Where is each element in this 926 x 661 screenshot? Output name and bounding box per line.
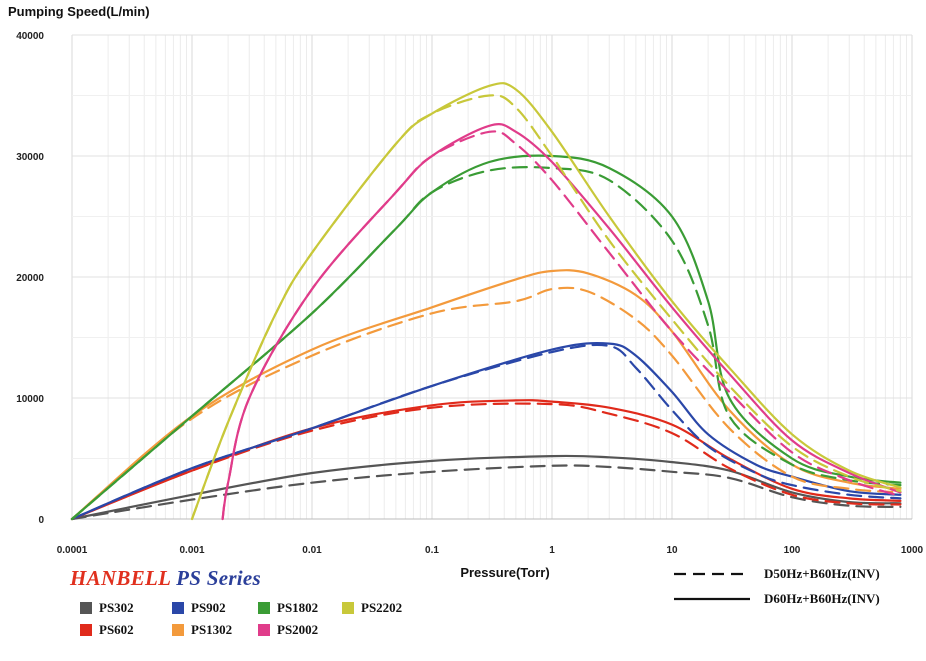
series-line-ps302-solid: [70, 454, 902, 521]
x-tick-label: 100: [784, 545, 801, 556]
legend-solid-label: D60Hz+B60Hz(INV): [764, 591, 880, 606]
y-tick-label: 20000: [16, 273, 44, 284]
series-line-ps302-dashed: [70, 464, 902, 521]
legend-label: PS302: [99, 600, 134, 615]
x-tick-label: 0.1: [425, 545, 439, 556]
series-line-ps1302-dashed: [70, 286, 902, 521]
legend-item-ps902: PS902: [172, 600, 226, 616]
series-line-ps2002-solid: [221, 123, 902, 521]
legend-swatch: [172, 624, 184, 636]
x-tick-label: 0.01: [302, 545, 322, 556]
series-line-ps902-solid: [70, 341, 902, 521]
series-line-ps2202-solid: [190, 82, 902, 521]
solid-line-sample: [674, 597, 750, 601]
legend-swatch: [80, 624, 92, 636]
x-tick-label: 1: [549, 545, 555, 556]
brand-secondary: PS Series: [176, 566, 262, 590]
brand-primary: HANBELL: [70, 566, 171, 590]
legend-label: PS1802: [277, 600, 319, 615]
x-tick-label: 0.001: [179, 545, 204, 556]
x-tick-label: 1000: [901, 545, 924, 556]
legend-item-ps302: PS302: [80, 600, 134, 616]
legend-label: PS2002: [277, 622, 319, 637]
dashed-line-sample: [674, 572, 750, 576]
legend-dashed-label: D50Hz+B60Hz(INV): [764, 566, 880, 581]
series-line-ps1802-solid: [70, 154, 902, 521]
y-tick-label: 0: [38, 515, 44, 526]
legend-swatch: [342, 602, 354, 614]
legend-label: PS1302: [191, 622, 233, 637]
x-tick-label: 10: [666, 545, 678, 556]
x-tick-label: 0.0001: [57, 545, 88, 556]
series-line-ps602-dashed: [70, 402, 902, 521]
legend-label: PS602: [99, 622, 134, 637]
y-tick-label: 10000: [16, 394, 44, 405]
legend-label: PS2202: [361, 600, 403, 615]
y-tick-label: 40000: [16, 31, 44, 42]
y-axis-title: Pumping Speed(L/min): [8, 4, 150, 19]
series-line-ps1302-solid: [70, 269, 902, 521]
x-axis-title: Pressure(Torr): [460, 565, 549, 580]
legend-item-ps2002: PS2002: [258, 622, 318, 638]
legend-swatch: [258, 602, 270, 614]
legend-item-ps1802: PS1802: [258, 600, 318, 616]
series-lines: [70, 82, 902, 521]
legend-item-ps1302: PS1302: [172, 622, 232, 638]
legend-item-ps602: PS602: [80, 622, 134, 638]
plot-axes: 0.0001 0.001 0.01 0.1 1 10 100 1000010000200003…: [16, 31, 923, 556]
y-tick-label: 30000: [16, 152, 44, 163]
legend-swatch: [172, 602, 184, 614]
plot-grid: [71, 34, 913, 520]
legend-dashed: D50Hz+B60Hz(INV): [672, 566, 880, 582]
brand-title: HANBELL PS Series: [70, 566, 261, 591]
legend-swatch: [80, 602, 92, 614]
legend-item-ps2202: PS2202: [342, 600, 402, 616]
series-line-ps2002-dashed: [221, 130, 902, 521]
legend-swatch: [258, 624, 270, 636]
legend-label: PS902: [191, 600, 226, 615]
legend-solid: D60Hz+B60Hz(INV): [672, 591, 880, 607]
